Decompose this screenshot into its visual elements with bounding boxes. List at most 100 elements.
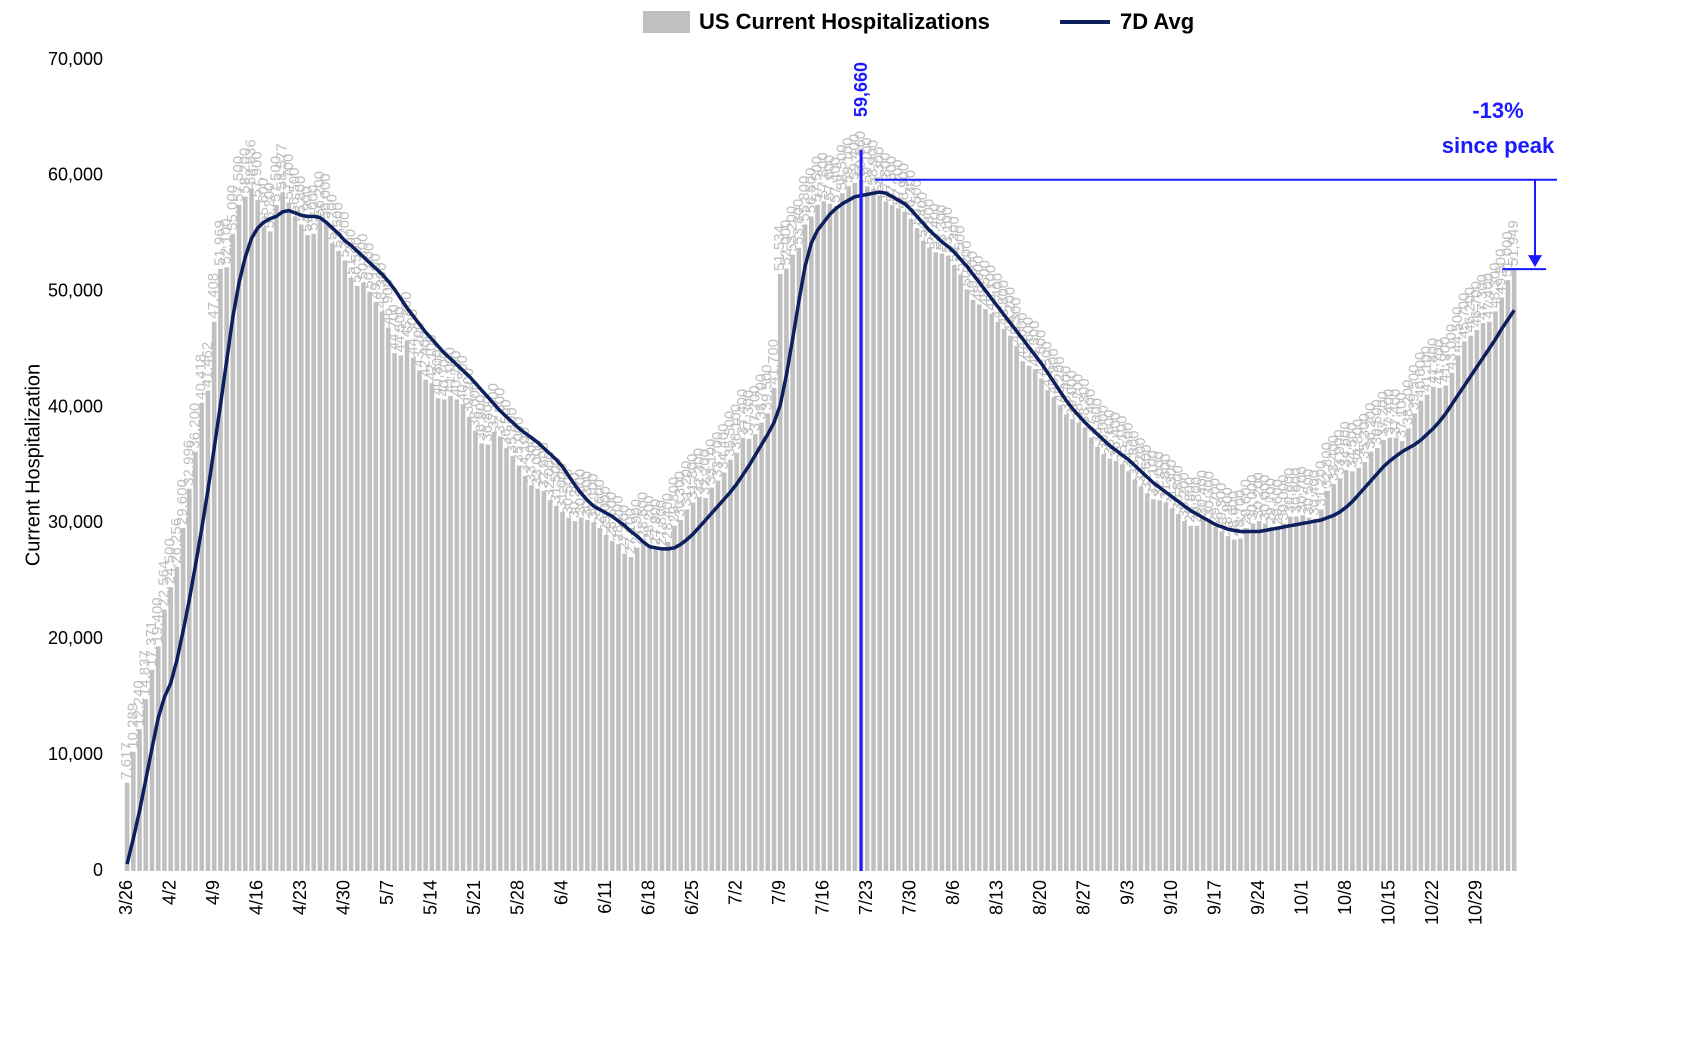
bar — [566, 517, 572, 871]
bar — [616, 544, 621, 871]
y-axis-title: Current Hospitalization — [22, 364, 44, 566]
bar — [305, 234, 310, 872]
bar — [833, 205, 839, 872]
data-label: 51,000 — [1499, 231, 1516, 277]
bar — [777, 273, 783, 872]
bar — [1319, 509, 1324, 871]
bar — [920, 240, 926, 872]
data-label: 35,500 — [721, 411, 738, 457]
bar — [448, 395, 453, 871]
data-label: 33,400 — [1325, 435, 1342, 481]
x-tick-label: 9/3 — [1117, 880, 1137, 905]
bar — [466, 416, 472, 871]
data-label: 56,500 — [286, 168, 303, 214]
data-label: 19,400 — [149, 597, 166, 643]
data-label: 33,900 — [1331, 429, 1348, 475]
data-label: 10,289 — [124, 703, 141, 749]
bar — [1182, 521, 1187, 871]
data-label: 33,000 — [529, 440, 546, 486]
data-label: 52,100 — [218, 218, 235, 264]
bar — [1437, 387, 1442, 871]
bar — [1138, 486, 1144, 871]
bar — [1381, 440, 1386, 871]
x-tick-label: 10/29 — [1466, 880, 1486, 925]
x-tick-label: 8/27 — [1074, 880, 1094, 915]
data-label: 24,500 — [162, 538, 179, 584]
bar — [323, 222, 329, 871]
bar — [641, 540, 646, 871]
y-tick-label: 70,000 — [48, 49, 103, 69]
bar — [336, 251, 341, 871]
data-label: 58,300 — [871, 147, 888, 193]
data-label: 28,600 — [1225, 491, 1242, 537]
bar — [1269, 526, 1274, 871]
x-tick-label: 10/15 — [1379, 880, 1399, 925]
bar — [684, 509, 690, 871]
data-label: 36,800 — [479, 396, 496, 442]
data-label: 52,700 — [336, 212, 353, 258]
bar — [1287, 516, 1293, 871]
bar — [242, 196, 248, 871]
bar — [174, 566, 180, 871]
data-label: 47,408 — [205, 273, 222, 319]
data-label: 37,400 — [734, 389, 751, 435]
bar — [1443, 385, 1449, 871]
bar — [1026, 365, 1032, 871]
bar — [392, 353, 397, 872]
data-label: 46,800 — [995, 280, 1012, 326]
data-label: 34,500 — [1343, 422, 1360, 468]
bar — [255, 200, 261, 872]
data-label: 55,800 — [796, 176, 813, 222]
data-label: 30,300 — [1200, 471, 1217, 517]
data-label: 35,600 — [1101, 410, 1118, 456]
y-tick-label: 40,000 — [48, 396, 103, 416]
data-label: 56,500 — [802, 168, 819, 214]
data-label: 59,100 — [840, 137, 857, 183]
data-label: 28,200 — [609, 495, 626, 541]
bar — [1350, 471, 1355, 871]
bar — [292, 216, 298, 871]
bar — [1356, 467, 1361, 871]
bar — [1294, 516, 1299, 871]
bar — [1306, 517, 1312, 871]
data-label: 41,000 — [442, 347, 459, 393]
data-label: 28,900 — [1219, 487, 1236, 533]
data-label: 43,000 — [1443, 324, 1460, 370]
y-tick-label: 50,000 — [48, 280, 103, 300]
data-label: 31,200 — [678, 461, 695, 507]
bar — [510, 456, 516, 871]
data-label: 51,500 — [952, 225, 969, 271]
x-tick-label: 5/21 — [464, 880, 484, 915]
bar — [1082, 427, 1088, 871]
bar — [1113, 460, 1119, 871]
data-label: 31,800 — [684, 454, 701, 500]
data-label: 30,600 — [1287, 468, 1304, 514]
bar — [746, 438, 752, 871]
bar — [1449, 372, 1455, 871]
bar — [659, 548, 665, 871]
bar — [168, 587, 173, 871]
bar — [330, 243, 335, 871]
bar — [1399, 441, 1405, 871]
data-label: 36,200 — [186, 403, 203, 449]
data-label: 36,600 — [1088, 398, 1105, 444]
data-label: 30,700 — [1294, 466, 1311, 512]
legend-label: 7D Avg — [1120, 9, 1194, 34]
bar — [367, 291, 372, 871]
bar — [398, 355, 404, 872]
data-label: 31,200 — [1312, 461, 1329, 507]
data-label: 27,900 — [647, 499, 664, 545]
bar — [155, 646, 161, 871]
data-label: 40,700 — [435, 351, 452, 397]
data-label: 57,200 — [889, 159, 906, 205]
data-label: 56,200 — [311, 171, 328, 217]
data-label: 57,600 — [821, 155, 838, 201]
bar — [435, 398, 441, 871]
bar — [137, 729, 142, 871]
data-label: 28,200 — [641, 495, 658, 541]
data-label: 52,300 — [945, 216, 962, 262]
bar — [591, 522, 596, 871]
bar — [1368, 451, 1374, 871]
data-label: 32,000 — [541, 451, 558, 497]
